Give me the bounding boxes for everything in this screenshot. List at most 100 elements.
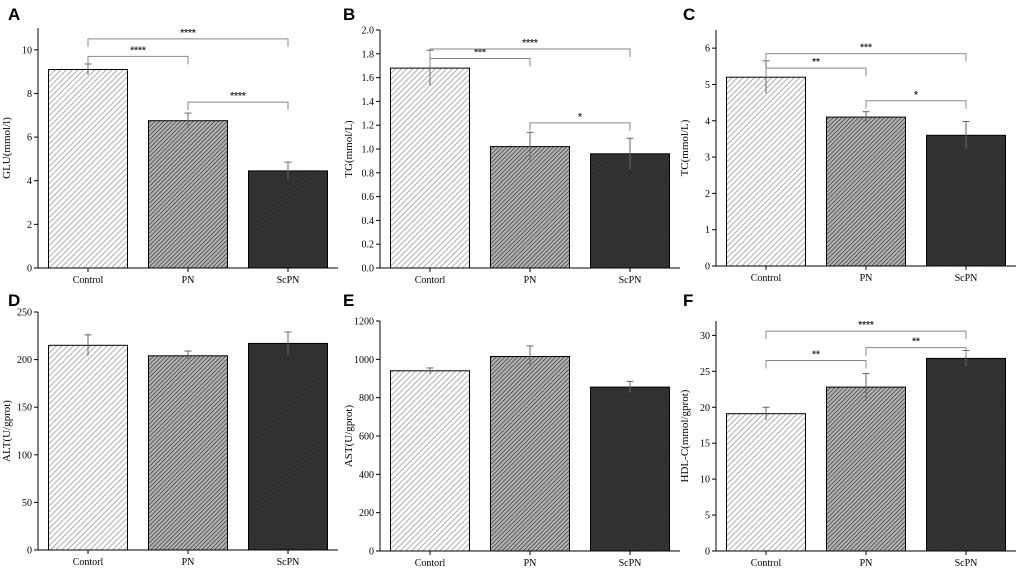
- category-label-pn: PN: [524, 558, 537, 569]
- bar-control: [48, 344, 128, 551]
- significance-bracket: [529, 122, 631, 131]
- category-label-control: Contorl: [415, 558, 446, 569]
- panel-letter: F: [683, 291, 693, 310]
- category-label-scpn: ScPN: [277, 275, 300, 286]
- bar-control: [726, 413, 806, 552]
- y-tick-label: 200: [17, 355, 32, 366]
- significance-bracket: [87, 55, 189, 65]
- y-tick-label: 0.6: [362, 192, 375, 203]
- y-tick-label: 1.6: [362, 73, 375, 84]
- y-tick-label: 10: [22, 45, 32, 56]
- y-tick-label: 6: [705, 44, 710, 55]
- bar-scpn: [590, 386, 670, 552]
- y-tick-label: 5: [705, 80, 710, 91]
- category-label-pn: PN: [860, 273, 873, 284]
- significance-label: *: [914, 90, 918, 101]
- bar-pn: [490, 146, 570, 269]
- y-tick-label: 0: [369, 547, 374, 558]
- y-axis-title: TG(mmol/L): [343, 120, 355, 178]
- category-label-pn: PN: [524, 275, 537, 286]
- y-tick-label: 0.2: [362, 240, 375, 251]
- panel-letter: C: [683, 5, 695, 24]
- bar-control: [726, 76, 806, 267]
- category-label-control: Control: [751, 273, 782, 284]
- bar-pn: [826, 116, 906, 267]
- bar-scpn: [248, 170, 328, 269]
- y-tick-label: 15: [700, 439, 710, 450]
- bar-scpn: [248, 342, 328, 551]
- y-tick-label: 3: [705, 153, 710, 164]
- bar-pn: [826, 386, 906, 552]
- y-tick-label: 25: [700, 367, 710, 378]
- y-tick-label: 0.8: [362, 168, 375, 179]
- significance-bracket: [429, 48, 631, 58]
- panel-b-tg: B 0.0 0.2 0.4 0.6 0.8 1.0 1.2 1.4 1.6 1.8 2.0 Contor…: [343, 5, 680, 286]
- category-label-pn: PN: [182, 557, 195, 568]
- category-label-control: Contorl: [415, 275, 446, 286]
- category-label-control: Control: [73, 275, 104, 286]
- y-tick-label: 1200: [354, 317, 374, 328]
- y-tick-label: 800: [359, 393, 374, 404]
- y-tick-label: 8: [27, 89, 32, 100]
- category-label-scpn: ScPN: [619, 275, 642, 286]
- significance-label: ****: [230, 91, 246, 102]
- significance-label: ***: [860, 43, 872, 54]
- y-tick-label: 100: [17, 450, 32, 461]
- y-tick-label: 10: [700, 475, 710, 486]
- panel-a-glu: A 0 2 4 6 8 10 Control PN ScPN GLU(mmol/l) **** ****…: [1, 5, 338, 286]
- panel-letter: D: [8, 291, 20, 310]
- bar-scpn: [590, 153, 670, 269]
- significance-bracket: [765, 360, 867, 369]
- bar-control: [48, 69, 128, 269]
- bar-scpn: [926, 357, 1006, 552]
- significance-label: ****: [522, 38, 538, 49]
- y-axis-title: TC(mmol/L): [679, 119, 691, 176]
- significance-label: *: [578, 112, 582, 123]
- y-tick-label: 20: [700, 403, 710, 414]
- y-tick-label: 1.2: [362, 121, 375, 132]
- significance-label: **: [812, 57, 820, 68]
- y-tick-label: 4: [705, 116, 710, 127]
- y-tick-label: 30: [700, 331, 710, 342]
- significance-bracket: [87, 38, 289, 47]
- category-label-pn: PN: [182, 275, 195, 286]
- y-axis-title: ALT(U/gprot): [1, 400, 13, 462]
- y-tick-label: 4: [27, 176, 32, 187]
- y-tick-label: 0: [27, 546, 32, 557]
- panel-letter: B: [343, 5, 355, 24]
- y-tick-label: 1.8: [362, 49, 375, 60]
- y-tick-label: 0.4: [362, 216, 375, 227]
- bar-control: [390, 67, 470, 269]
- y-tick-label: 0: [705, 262, 710, 273]
- y-tick-label: 2: [705, 189, 710, 200]
- y-tick-label: 2: [27, 220, 32, 231]
- y-tick-label: 600: [359, 432, 374, 443]
- panel-f-hdl-c: F 0 5 10 15 20 25 30 Control PN ScPN HDL-C(mmol/gpr…: [679, 291, 1016, 569]
- bar-scpn: [926, 134, 1006, 267]
- category-label-scpn: ScPN: [955, 558, 978, 569]
- category-label-scpn: ScPN: [619, 558, 642, 569]
- y-tick-label: 0: [27, 264, 32, 275]
- y-tick-label: 200: [359, 508, 374, 519]
- significance-bracket: [187, 101, 289, 111]
- bar-pn: [490, 356, 570, 552]
- bar-pn: [148, 120, 228, 269]
- significance-label: **: [912, 337, 920, 348]
- y-tick-label: 2.0: [362, 26, 375, 37]
- significance-label: ****: [180, 28, 196, 39]
- y-tick-label: 1000: [354, 355, 374, 366]
- significance-label: **: [812, 350, 820, 361]
- category-label-control: Contorl: [73, 557, 104, 568]
- y-axis-title: AST(U/gprot): [343, 405, 355, 468]
- significance-label: ***: [474, 48, 486, 59]
- category-label-scpn: ScPN: [955, 273, 978, 284]
- category-label-pn: PN: [860, 558, 873, 569]
- panel-d-alt: D 0 50 100 150 200 250 Contorl PN ScPN ALT(U/gprot…: [1, 291, 338, 568]
- y-tick-label: 0: [705, 547, 710, 558]
- category-label-control: Control: [751, 558, 782, 569]
- panel-e-ast: E 0 200 400 600 800 1000 1200 Contorl PN ScPN AST(U…: [343, 291, 680, 569]
- y-tick-label: 0.0: [362, 264, 375, 275]
- significance-label: ****: [130, 45, 146, 56]
